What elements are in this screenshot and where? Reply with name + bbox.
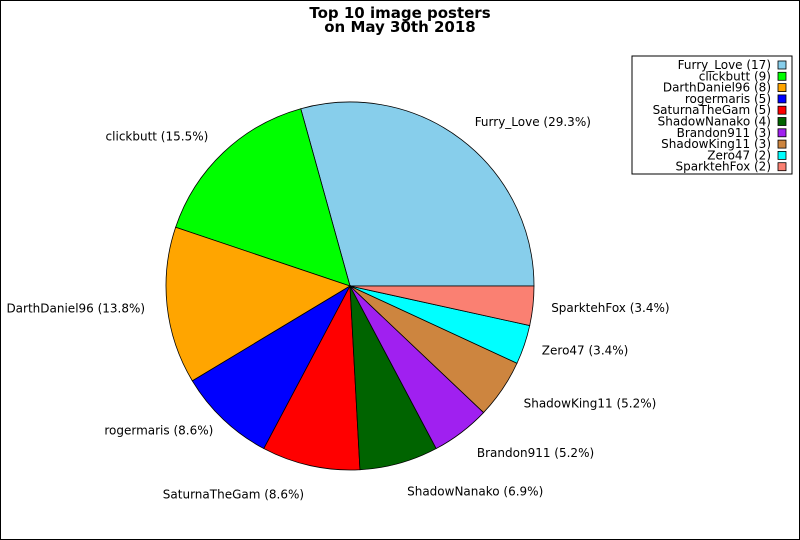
legend-label-shadowking11: ShadowKing11 (3) (661, 137, 771, 151)
slice-label-furry_love: Furry_Love (29.3%) (475, 115, 591, 129)
legend-swatch-furry_love (777, 60, 787, 70)
chart-title-line-2: on May 30th 2018 (324, 18, 476, 36)
pie-slice-rogermaris (191, 284, 352, 450)
slice-label-sparktehfox: SparktehFox (3.4%) (551, 301, 669, 315)
slice-label-rogermaris: rogermaris (8.6%) (104, 423, 213, 437)
legend-swatch-darthdaniel96 (777, 83, 787, 92)
pie-slice-darthdaniel96 (165, 226, 351, 382)
legend-swatch-sparktehfox (777, 162, 787, 172)
legend-label-rogermaris: rogermaris (5) (685, 92, 771, 106)
legend-label-brandon911: Brandon911 (3) (677, 126, 771, 140)
legend-label-shadownanako: ShadowNanako (4) (658, 115, 771, 129)
legend-label-darthdaniel96: DarthDaniel96 (8) (663, 81, 771, 95)
legend-swatch-saturnathegam (777, 105, 787, 115)
legend-label-saturnathegam: SaturnaTheGam (5) (653, 103, 771, 117)
slice-label-brandon911: Brandon911 (5.2%) (477, 446, 594, 460)
legend-swatch-shadownanako (777, 117, 787, 126)
pie-slice-sparktehfox (349, 285, 535, 327)
slice-label-darthdaniel96: DarthDaniel96 (13.8%) (6, 301, 145, 315)
legend-swatch-rogermaris (777, 94, 787, 104)
chart-title-line-1: Top 10 image posters (309, 4, 490, 22)
pie-slice-saturnathegam (263, 284, 361, 471)
slice-label-shadowking11: ShadowKing11 (5.2%) (524, 397, 657, 411)
legend-swatch-clickbutt (777, 71, 787, 81)
legend-label-sparktehfox: SparktehFox (2) (675, 160, 771, 174)
slice-label-saturnathegam: SaturnaTheGam (8.6%) (163, 487, 304, 501)
pie-slices (165, 101, 535, 471)
legend-label-zero47: Zero47 (2) (707, 148, 771, 162)
slice-labels: Furry_Love (29.3%) clickbutt (15.5%) Darth… (6, 115, 669, 501)
slice-label-zero47: Zero47 (3.4%) (542, 344, 629, 358)
legend: Furry_Love (17)clickbutt (9)DarthDaniel9… (631, 55, 793, 175)
legend-swatch-brandon911 (777, 128, 787, 138)
legend-box (631, 55, 793, 175)
legend-swatch-zero47 (777, 150, 787, 160)
slice-label-clickbutt: clickbutt (15.5%) (106, 129, 209, 143)
legend-label-clickbutt: clickbutt (9) (699, 69, 771, 83)
legend-label-furry_love: Furry_Love (17) (678, 58, 771, 72)
slice-label-shadownanako: ShadowNanako (6.9%) (407, 485, 543, 499)
pie-slice-furry_love (300, 101, 535, 287)
legend-swatch-shadowking11 (777, 139, 787, 149)
